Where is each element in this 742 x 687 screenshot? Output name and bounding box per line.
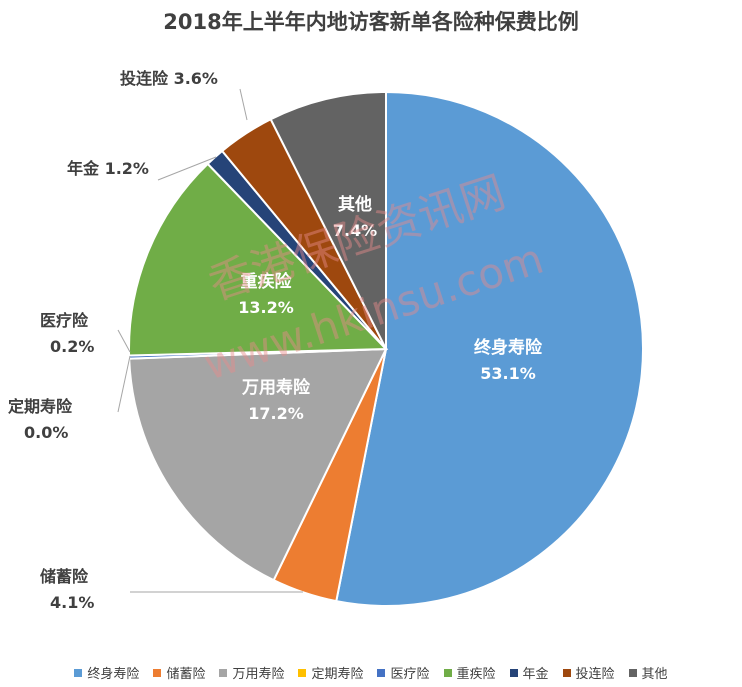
slice-label-name: 万用寿险 [241,377,311,398]
leader-line [157,156,217,181]
legend-label: 重疾险 [456,667,496,682]
legend-item: 万用寿险 [219,663,284,682]
legend-label: 万用寿险 [232,667,285,682]
slice-label-name: 终身寿险 [474,337,543,358]
leader-lines [117,88,303,593]
slice-label-name: 定期寿险 [7,397,73,416]
slice-labels: 终身寿险 53.1% 储蓄险 4.1% 万用寿险 17.2% 定期寿险 0.0% 医疗险 0.2%… [7,69,543,612]
legend: 终身寿险 储蓄险 万用寿险 定期寿险 医疗险 重疾险 年金 投连险 其他 [0,663,742,682]
legend-item: 定期寿险 [298,663,363,682]
legend-swatch [298,668,307,677]
pie-slice-8 [269,90,387,350]
legend-swatch [443,668,452,677]
legend-swatch [219,668,228,677]
slice-label-value: 0.0% [24,423,68,442]
slice-label: 投连险 3.6% [120,69,218,88]
pie-slice-2 [128,347,388,582]
leader-line [117,355,131,413]
leader-line [239,88,248,121]
slice-label-value: 17.2% [248,404,304,423]
legend-label: 其他 [641,667,668,682]
legend-swatch [377,668,386,677]
slice-label-value: 4.1% [50,593,94,612]
slice-label-name: 医疗险 [40,311,89,330]
legend-item: 其他 [628,663,668,682]
legend-item: 年金 [509,663,549,682]
legend-swatch [153,668,162,677]
legend-item: 终身寿险 [74,663,139,682]
legend-swatch [509,668,518,677]
legend-item: 医疗险 [377,663,430,682]
legend-item: 投连险 [562,663,615,682]
slice-label-value: 7.4% [333,221,377,240]
legend-item: 储蓄险 [153,663,205,682]
legend-item: 重疾险 [443,663,496,682]
slice-label-value: 0.2% [50,337,94,356]
leader-line [117,329,131,353]
slice-label: 年金 1.2% [67,159,149,178]
legend-label: 年金 [522,667,549,682]
legend-swatch [562,668,571,677]
legend-swatch [74,668,83,677]
slice-label-value: 13.2% [238,298,294,317]
chart-title: 2018年上半年内地访客新单各险种保费比例 [163,10,579,34]
pie-slices [128,90,644,607]
slice-label-value: 53.1% [480,364,536,383]
slice-label-name: 其他 [338,194,372,215]
legend-label: 投连险 [575,667,615,682]
legend-label: 储蓄险 [166,667,206,682]
legend-label: 医疗险 [390,667,430,682]
slice-label-name: 储蓄险 [39,567,89,586]
pie-slice-0 [335,90,644,607]
legend-label: 定期寿险 [311,667,364,682]
legend-label: 终身寿险 [87,667,140,682]
slice-label-name: 重疾险 [241,271,293,292]
pie-slice-5 [128,162,389,357]
pie-chart: 终身寿险 53.1% 储蓄险 4.1% 万用寿险 17.2% 定期寿险 0.0% 医疗险 0.2%… [7,69,644,612]
legend-swatch [628,668,637,677]
